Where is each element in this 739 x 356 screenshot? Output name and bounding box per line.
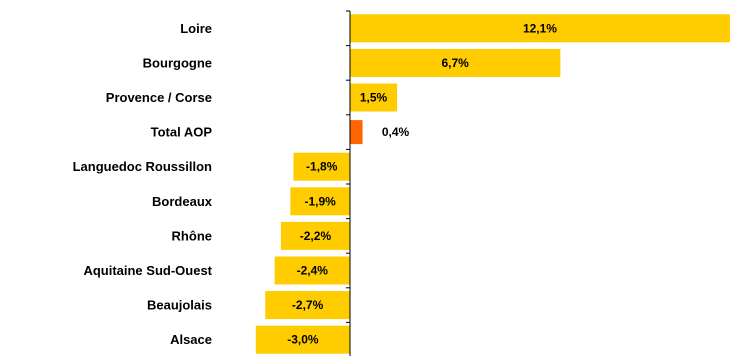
bars-layer	[255, 14, 730, 354]
value-label: -2,4%	[297, 264, 329, 278]
bar-4	[293, 152, 350, 181]
value-label: 12,1%	[523, 21, 557, 35]
bar-7	[274, 256, 350, 285]
bar-6	[280, 221, 350, 250]
value-label: -2,2%	[300, 229, 332, 243]
category-label: Bordeaux	[152, 194, 213, 209]
labels-layer: Loire 12,1% Bourgogne 6,7% Provence / Corse 1…	[73, 21, 558, 347]
bar-5	[290, 187, 350, 216]
axis-ticks	[346, 10, 350, 323]
category-label: Total AOP	[151, 125, 213, 140]
category-label: Loire	[180, 21, 212, 36]
value-label: 6,7%	[442, 56, 470, 70]
bar-1	[350, 48, 561, 77]
value-label: 1,5%	[360, 91, 388, 105]
category-label: Languedoc Roussillon	[73, 159, 212, 174]
value-label: -1,8%	[306, 160, 338, 174]
category-label: Rhône	[172, 228, 212, 243]
category-label: Bourgogne	[143, 55, 212, 70]
bar-0	[350, 14, 730, 43]
category-label: Provence / Corse	[106, 90, 212, 105]
category-label: Beaujolais	[147, 298, 212, 313]
value-label: -3,0%	[287, 333, 319, 347]
category-label: Alsace	[170, 332, 212, 347]
bar-8	[265, 291, 350, 320]
value-label: -2,7%	[292, 298, 324, 312]
value-label: 0,4%	[382, 125, 410, 139]
value-label: -1,9%	[304, 194, 336, 208]
bar-2	[350, 83, 398, 112]
bar-3	[350, 120, 363, 145]
bar-9	[255, 325, 350, 354]
category-label: Aquitaine Sud-Ouest	[83, 263, 212, 278]
